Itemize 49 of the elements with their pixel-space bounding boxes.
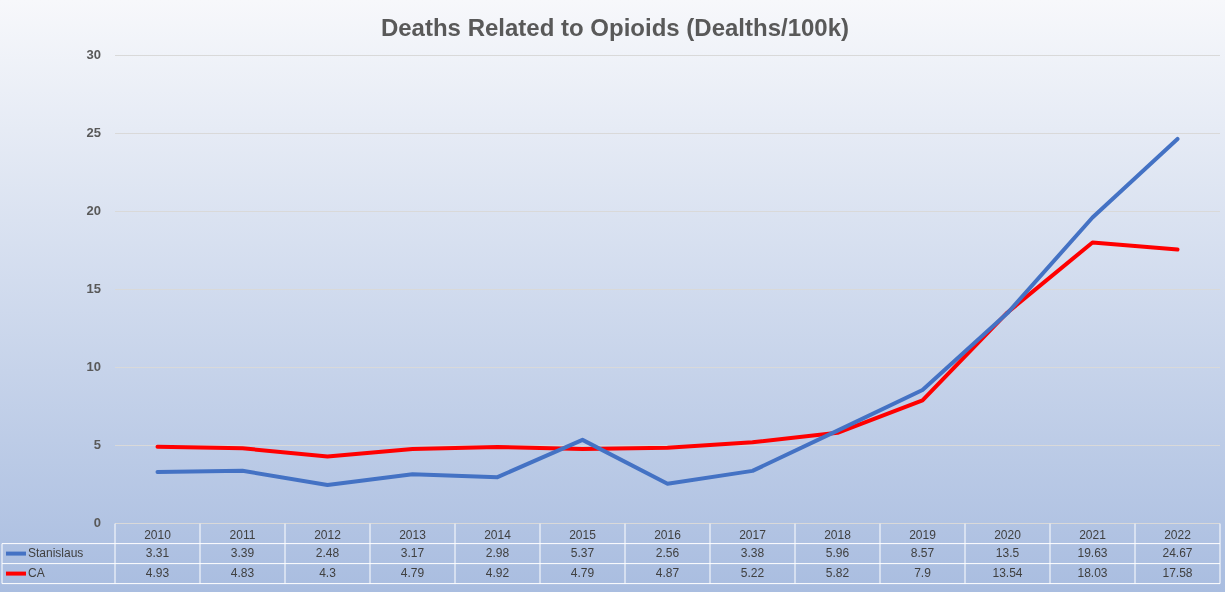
- data-label: 2.48: [315, 545, 340, 560]
- data-label: 4.87: [655, 565, 680, 580]
- data-label: 19.63: [1077, 545, 1108, 560]
- x-tick-label: 2018: [824, 528, 852, 543]
- data-label: 7.9: [914, 565, 932, 580]
- y-tick-label: 0: [93, 515, 101, 531]
- data-label: 17.58: [1162, 565, 1193, 580]
- data-label: 4.83: [230, 565, 255, 580]
- x-tick-label: 2012: [314, 528, 342, 543]
- data-label: 18.03: [1077, 565, 1108, 580]
- data-label: 4.92: [485, 565, 510, 580]
- data-label: 8.57: [910, 545, 935, 560]
- x-tick-label: 2011: [229, 528, 256, 543]
- x-tick-label: 2017: [739, 528, 767, 543]
- chart-title: Deaths Related to Opioids (Dealths/100k): [380, 14, 850, 42]
- data-label: 5.82: [825, 565, 850, 580]
- x-tick-label: 2016: [654, 528, 682, 543]
- data-label: 13.54: [992, 565, 1023, 580]
- legend-label: Stanislaus: [28, 545, 84, 560]
- x-tick-label: 2021: [1079, 528, 1107, 543]
- x-tick-label: 2020: [994, 528, 1022, 543]
- x-tick-label: 2013: [399, 528, 427, 543]
- data-label: 3.39: [230, 545, 255, 560]
- data-label: 24.67: [1162, 545, 1193, 560]
- data-label: 4.79: [400, 565, 425, 580]
- data-label: 2.98: [485, 545, 510, 560]
- y-tick-label: 25: [86, 125, 101, 141]
- data-label: 5.22: [740, 565, 765, 580]
- x-tick-label: 2019: [909, 528, 937, 543]
- data-label: 2.56: [655, 545, 680, 560]
- x-tick-label: 2010: [144, 528, 172, 543]
- x-tick-label: 2022: [1164, 528, 1192, 543]
- data-label: 3.38: [740, 545, 765, 560]
- y-tick-label: 30: [86, 47, 101, 63]
- data-label: 3.31: [145, 545, 170, 560]
- legend-label: CA: [28, 565, 45, 580]
- y-tick-label: 20: [86, 203, 101, 219]
- data-label: 5.37: [570, 545, 595, 560]
- y-tick-label: 15: [86, 281, 101, 297]
- data-label: 4.93: [145, 565, 170, 580]
- data-label: 13.5: [995, 545, 1020, 560]
- data-label: 3.17: [400, 545, 425, 560]
- x-tick-label: 2015: [569, 528, 597, 543]
- y-tick-label: 5: [93, 437, 101, 453]
- y-tick-label: 10: [86, 359, 101, 375]
- data-label: 4.3: [319, 565, 337, 580]
- x-tick-label: 2014: [484, 528, 512, 543]
- data-label: 5.96: [825, 545, 850, 560]
- data-label: 4.79: [570, 565, 595, 580]
